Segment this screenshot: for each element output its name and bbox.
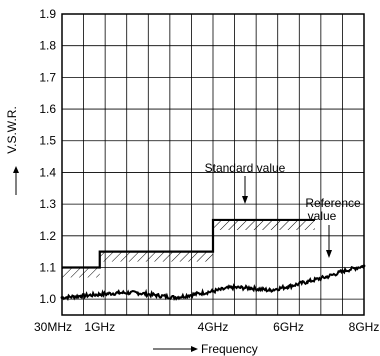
y-axis-label: V.S.W.R. [5,106,19,154]
y-tick-label: 1.4 [39,165,56,179]
reference-value-annotation-line1: Reference [305,196,361,210]
reference-value-point [343,269,347,273]
x-tick-label: 8GHz [349,320,380,334]
reference-value-point [230,286,234,289]
series-group [60,218,366,302]
x-tick-labels: 30MHz 1GHz 4GHz 6GHz 8GHz [34,320,379,334]
reference-value-point [324,275,328,279]
reference-value-pointer [326,225,332,258]
x-tick-label: 30MHz [34,320,72,334]
standard-value-annotation: Standard value [205,161,286,175]
standard-value-hatch [213,219,315,230]
reference-value-point [117,291,121,295]
y-tick-label: 1.9 [39,7,56,21]
standard-value-line [62,218,315,269]
x-tick-label: 1GHz [84,320,115,334]
reference-value-point [79,294,83,298]
y-axis-arrow [13,166,19,195]
y-tick-label: 1.6 [39,102,56,116]
y-tick-label: 1.7 [39,70,56,84]
x-tick-label: 4GHz [198,320,229,334]
reference-value-point [98,293,102,296]
standard-value-pointer [242,176,248,204]
reference-value-point [136,291,139,295]
reference-value-point [211,289,215,293]
standard-value-hatch [99,251,213,262]
y-tick-label: 1.2 [39,229,56,243]
reference-value-point [305,280,309,284]
reference-value-point [287,285,290,288]
reference-value-point [249,286,253,290]
reference-value-point [154,293,158,297]
x-tick-label: 6GHz [273,320,304,334]
y-tick-labels: 1.0 1.1 1.2 1.3 1.4 1.5 1.6 1.7 1.8 1.9 [39,7,56,306]
reference-value-point [192,293,196,296]
plot-frame [61,13,365,316]
y-tick-label: 1.5 [39,134,56,148]
y-tick-label: 1.0 [39,292,56,306]
x-axis-label: Frequency [201,342,258,356]
standard-value-hatch [62,267,100,278]
reference-value-point [268,288,272,292]
y-tick-label: 1.8 [39,39,56,53]
reference-value-annotation-line2: value [308,209,337,223]
reference-value-point [173,296,177,299]
x-axis-arrow [153,346,198,352]
y-tick-label: 1.3 [39,197,56,211]
y-tick-label: 1.1 [39,260,56,274]
